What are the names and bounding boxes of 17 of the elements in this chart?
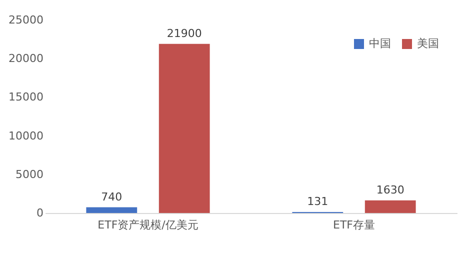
y-tick-label: 15000 [8,90,44,104]
data-label: 131 [307,194,328,208]
x-tick-label: ETF资产规模/亿美元 [98,218,198,232]
bar [86,207,138,213]
legend-label: 美国 [417,37,439,50]
y-tick-label: 20000 [8,52,44,66]
y-tick-label: 5000 [16,168,44,181]
data-label: 740 [101,190,122,204]
legend-label: 中国 [369,37,391,50]
data-label: 1630 [376,183,404,196]
y-tick-label: 0 [36,206,44,220]
x-tick-label: ETF存量 [333,218,375,232]
y-tick-label: 10000 [8,129,44,142]
bar [364,200,416,213]
bar [158,44,210,213]
y-tick-label: 25000 [8,14,44,26]
data-label: 21900 [166,26,202,40]
